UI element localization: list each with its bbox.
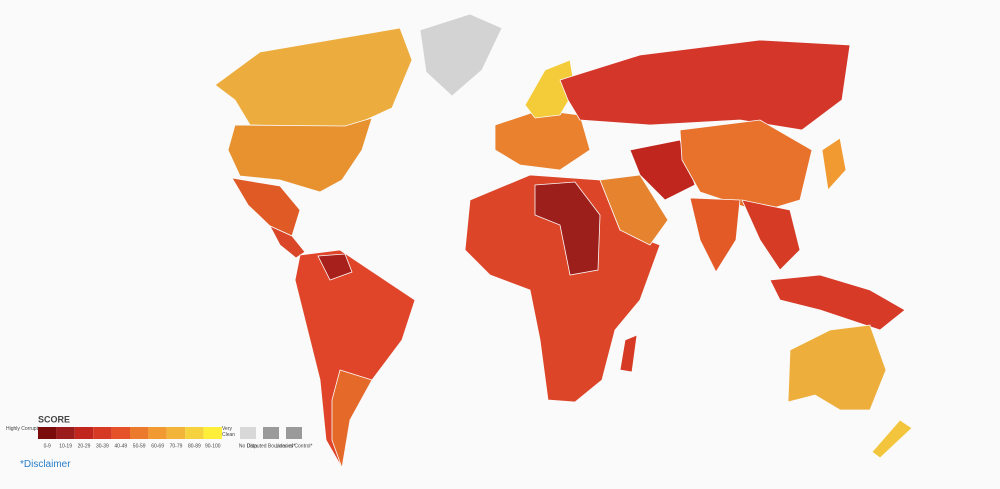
- legend: SCORE Highly Corrupt Very Clean 0-9 10-19…: [6, 414, 313, 449]
- japan: [821, 137, 847, 191]
- legend-swatch: [166, 427, 186, 439]
- legend-bin-label: 0-9: [44, 443, 51, 449]
- legend-swatch: [38, 427, 57, 439]
- legend-extra-label: Disputed Boundaries*: [247, 443, 295, 449]
- europe: [494, 109, 591, 171]
- legend-swatch: [74, 427, 94, 439]
- new-zealand: [871, 419, 913, 459]
- indonesia: [769, 274, 906, 331]
- legend-bin-label: 40-49: [114, 443, 127, 449]
- disclaimer-link[interactable]: *Disclaimer: [20, 459, 71, 470]
- india: [689, 197, 741, 273]
- legend-bin-label: 60-69: [151, 443, 164, 449]
- legend-bin-label: 10-19: [59, 443, 72, 449]
- greenland: [419, 13, 503, 97]
- argentina: [331, 369, 373, 470]
- legend-extra-swatch: [240, 427, 256, 439]
- mexico: [231, 177, 301, 237]
- legend-swatch: [56, 427, 75, 439]
- legend-extra-swatch: [263, 427, 279, 439]
- canada: [214, 27, 413, 129]
- high-label-box: Very Clean: [222, 426, 236, 438]
- legend-bin-label: 90-100: [205, 443, 221, 449]
- high-label: Very Clean: [222, 426, 236, 438]
- legend-extra-swatch: [286, 427, 302, 439]
- legend-bin-label: 20-29: [78, 443, 91, 449]
- sudan-libya: [534, 181, 601, 276]
- middle-east: [599, 174, 669, 246]
- central-asia: [629, 139, 696, 201]
- low-label: Highly Corrupt: [6, 426, 38, 432]
- legend-bin-label: 50-59: [133, 443, 146, 449]
- legend-bin-label: 70-79: [170, 443, 183, 449]
- legend-swatch: [203, 427, 222, 439]
- legend-extra-label: Lines of Control*: [276, 443, 313, 449]
- land: [214, 13, 913, 470]
- legend-title: SCORE: [38, 414, 70, 424]
- madagascar: [619, 334, 638, 373]
- china: [679, 119, 813, 213]
- legend-extra-label: No Data: [239, 443, 258, 449]
- legend-swatch: [93, 427, 112, 439]
- venezuela: [317, 253, 353, 281]
- south-america: [294, 249, 416, 470]
- australia: [787, 324, 887, 411]
- southeast-asia: [741, 199, 801, 271]
- legend-swatch: [111, 427, 130, 439]
- legend-bin-label: 30-39: [96, 443, 109, 449]
- low-label-box: Highly Corrupt: [6, 426, 38, 432]
- legend-swatch: [148, 427, 167, 439]
- usa: [227, 117, 373, 193]
- legend-bin-label: 80-89: [188, 443, 201, 449]
- legend-swatch: [185, 427, 204, 439]
- russia: [559, 39, 851, 131]
- legend-swatch: [130, 427, 149, 439]
